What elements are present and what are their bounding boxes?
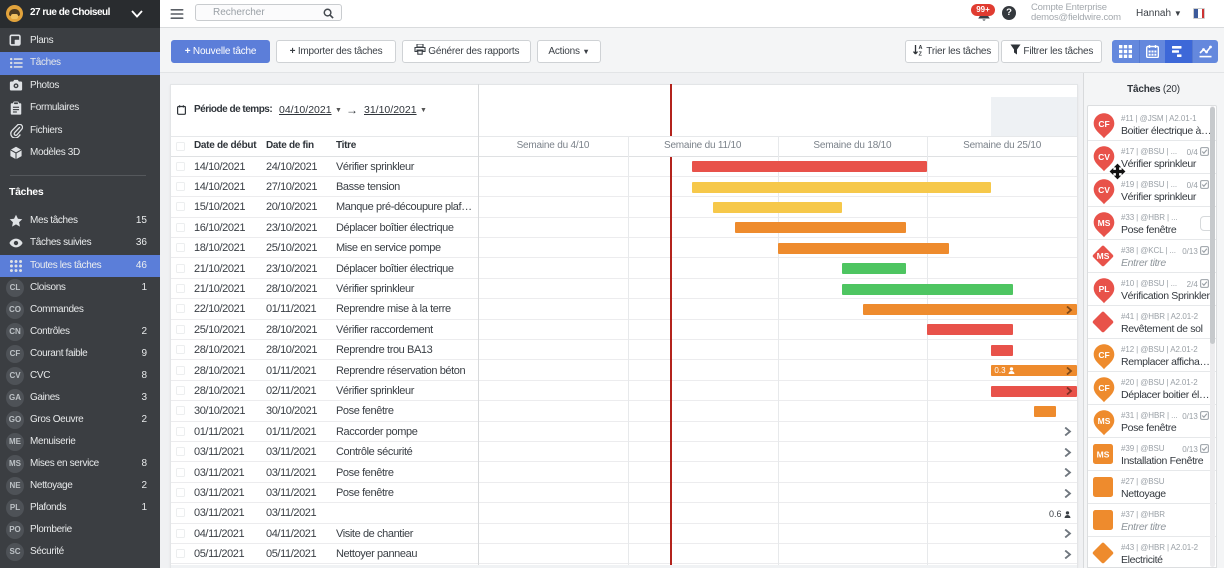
svg-text:CF: CF <box>1098 349 1109 359</box>
svg-text:CF: CF <box>1098 382 1109 392</box>
svg-text:MS: MS <box>1098 415 1111 425</box>
svg-text:PL: PL <box>1099 283 1110 293</box>
svg-text:CV: CV <box>1098 184 1110 194</box>
svg-text:MS: MS <box>1097 251 1110 261</box>
svg-text:MS: MS <box>1098 217 1111 227</box>
svg-text:A: A <box>918 45 922 51</box>
svg-text:Z: Z <box>918 52 922 57</box>
svg-text:MS: MS <box>1097 450 1110 460</box>
svg-text:CF: CF <box>1098 118 1109 128</box>
svg-text:CV: CV <box>1098 151 1110 161</box>
